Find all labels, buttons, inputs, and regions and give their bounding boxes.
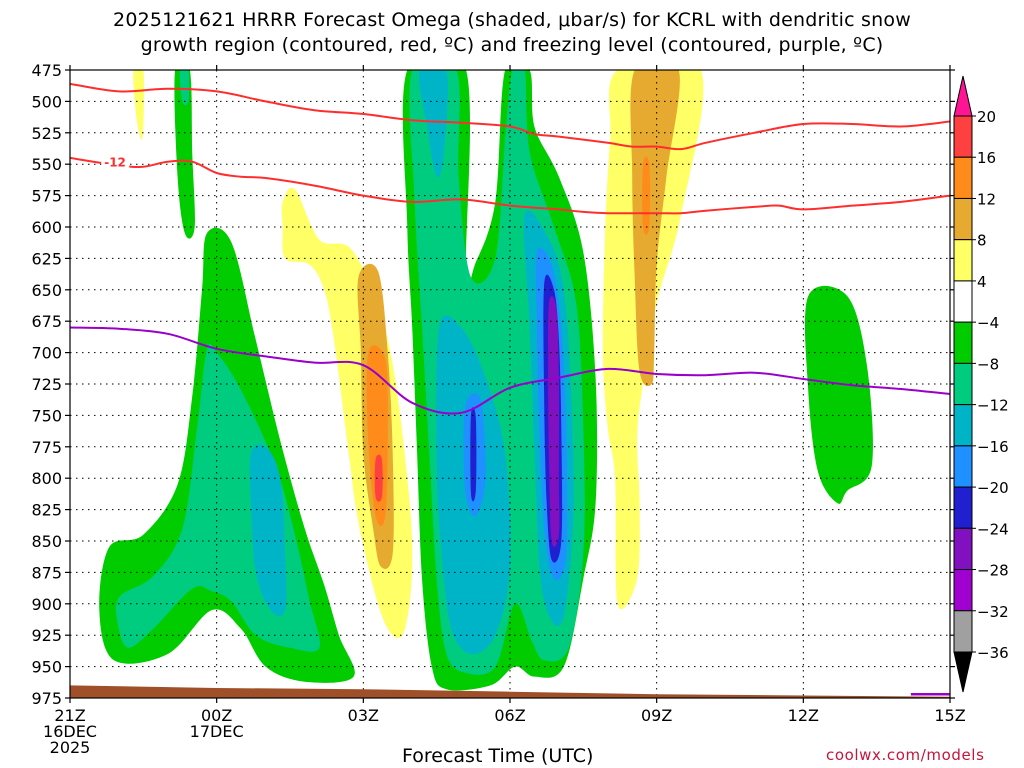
y-tick-label: 650 [31,281,62,300]
x-tick-label-line: 17DEC [190,722,244,741]
colorbar-swatch [953,239,973,282]
y-tick-label: 475 [31,61,62,80]
x-tick-label-line: 2025 [50,738,91,757]
y-tick-label: 775 [31,438,62,457]
y-tick-label: 625 [31,249,62,268]
contour-line-2 [70,326,950,415]
x-tick-label: 12Z [788,706,819,725]
omega-region-10 [602,70,704,610]
colorbar-swatch [953,321,973,364]
x-tick-label-line: 06Z [494,706,525,725]
y-tick-label: 725 [31,375,62,394]
x-tick-label-line: 09Z [641,706,672,725]
y-tick-label: 500 [31,92,62,111]
x-tick-label: 03Z [348,706,379,725]
omega-region-9 [374,454,383,502]
colorbar-label: −32 [977,603,1009,621]
colorbar-swatch [953,445,973,488]
colorbar-label: −24 [977,520,1009,538]
contour-lines: -12 [70,82,950,415]
colorbar-top-arrow [953,75,973,117]
x-tick-label-line: 21Z [54,706,85,725]
x-tick-label-line: 03Z [348,706,379,725]
x-tick-label-line: 16DEC [43,722,97,741]
colorbar-bottom-arrow [953,651,973,693]
y-tick-label: 875 [31,563,62,582]
y-tick-label: 550 [31,155,62,174]
contour-label: -12 [104,156,126,170]
y-tick-label: 575 [31,187,62,206]
omega-region-5 [133,70,145,140]
contour-label-bg [101,155,130,170]
colorbar-label: 16 [977,149,996,167]
colorbar-swatch [953,115,973,158]
colorbar-label: −8 [977,355,999,373]
omega-region-18 [470,407,477,502]
y-tick-label: 925 [31,626,62,645]
colorbar-label: 4 [977,273,987,291]
colorbar-swatch [953,527,973,571]
omega-region-15 [418,70,448,178]
colorbar-swatch [953,197,973,241]
credit-link[interactable]: coolwx.com/models [826,746,985,764]
x-tick-label-line: 00Z [201,706,232,725]
terrain [70,685,950,698]
colorbar-swatch [953,486,973,529]
axes: 475 500 525 550 575 600 625 650 675 700 725 750 775 8… [31,61,965,757]
x-tick-label: 15Z [934,706,965,725]
colorbar-label: 12 [977,190,996,208]
omega-region-2 [249,444,287,617]
colorbar-label: −28 [977,562,1009,580]
colorbar-label: 8 [977,232,987,250]
x-tick-label: 21Z 16DEC 2025 [43,706,97,757]
omega-region-23 [804,285,873,504]
colorbar-swatch [953,610,973,653]
y-tick-label: 675 [31,312,62,331]
gridlines [70,70,950,698]
omega-shading [99,70,873,691]
colorbar-label: −36 [977,644,1009,662]
terrain-fill [70,685,950,698]
colorbar-label: −4 [977,314,999,332]
y-tick-label: 975 [31,689,62,708]
y-tick-label: 850 [31,532,62,551]
colorbar-swatch [953,362,973,406]
colorbar-swatch [953,156,973,199]
x-tick-label: 09Z [641,706,672,725]
omega-region-3 [174,70,195,239]
y-tick-label: 800 [31,469,62,488]
contour-line-0 [70,156,950,215]
colorbar-label: 20 [977,108,996,126]
chart-title-line2: growth region (contoured, red, ºC) and f… [140,34,884,56]
y-tick-label: 950 [31,658,62,677]
x-tick-label-line: 12Z [788,706,819,725]
y-tick-label: 700 [31,344,62,363]
colorbar-label: −20 [977,479,1009,497]
y-tick-label: 750 [31,406,62,425]
colorbar-swatch [953,569,973,612]
x-tick-label: 00Z 17DEC [190,706,244,741]
y-tick-label: 525 [31,124,62,143]
y-tick-label: 600 [31,218,62,237]
colorbar-swatch [953,404,973,447]
y-tick-label: 900 [31,595,62,614]
x-tick-label-line: 15Z [934,706,965,725]
omega-region-4 [179,70,190,106]
colorbar-label: −16 [977,438,1009,456]
chart-title-line1: 2025121621 HRRR Forecast Omega (shaded, … [113,9,911,31]
y-tick-label: 825 [31,501,62,520]
omega-region-22 [548,295,560,547]
colorbar: 20 16 12 8 4 −4 −8 −12 −16 −20 −24 −28 −32 −36 [953,75,1009,693]
x-tick-label: 06Z [494,706,525,725]
contour-line-1 [70,82,950,151]
x-axis-label: Forecast Time (UTC) [402,745,594,767]
colorbar-swatch [953,280,973,323]
colorbar-label: −12 [977,397,1009,415]
